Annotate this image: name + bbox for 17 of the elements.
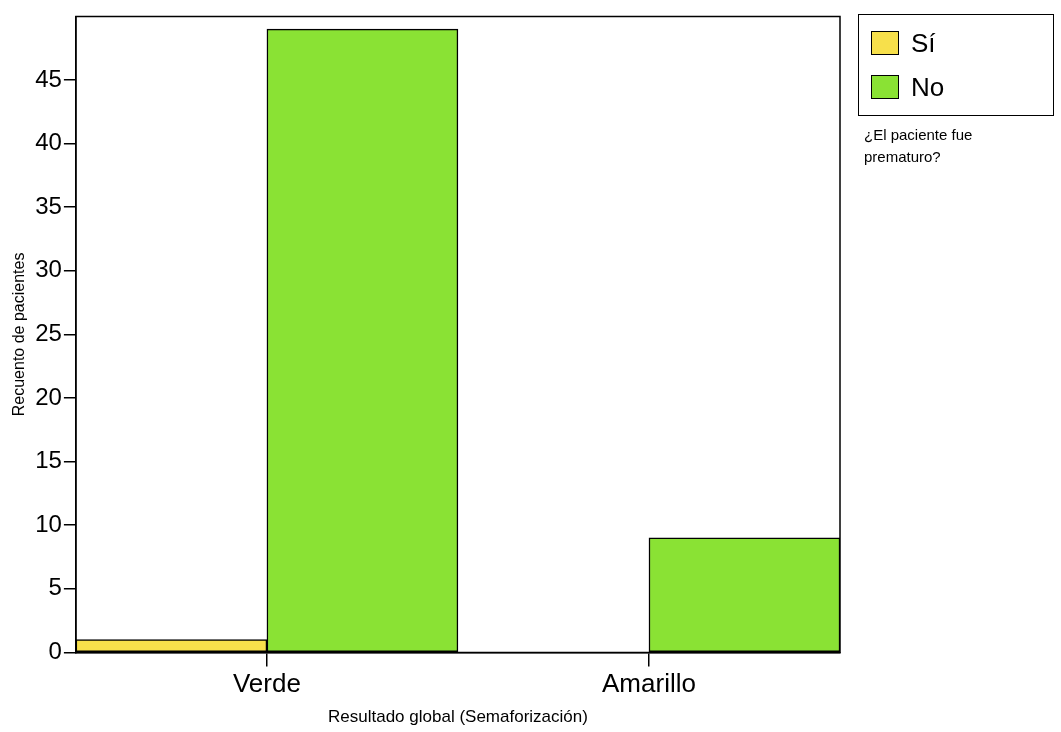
y-tick-label: 5: [48, 573, 62, 601]
y-tick-label: 30: [35, 255, 62, 283]
y-tick-label: 0: [48, 637, 62, 665]
y-tick-label: 40: [35, 128, 62, 156]
x-tick-label: Amarillo: [602, 668, 696, 699]
legend-title: ¿El paciente fue prematuro?: [863, 125, 974, 167]
x-tick-label: Verde: [232, 668, 301, 699]
y-axis-title: Recuento de pacientes: [10, 252, 28, 417]
x-axis-title: Resultado global (Semaforización): [328, 707, 588, 727]
legend-label: No: [911, 71, 945, 103]
y-tick-label: 25: [35, 319, 62, 347]
y-tick-label: 10: [35, 509, 62, 537]
y-tick-label: 20: [35, 382, 62, 410]
y-tick-label: 45: [35, 64, 62, 92]
legend-label: Sí: [911, 27, 936, 59]
y-tick-label: 15: [35, 446, 62, 474]
y-tick-label: 35: [35, 191, 62, 219]
